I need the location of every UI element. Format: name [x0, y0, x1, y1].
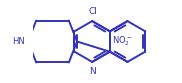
Text: NO$_2^-$: NO$_2^-$	[112, 35, 132, 48]
Text: HN: HN	[12, 37, 25, 46]
Text: N: N	[89, 67, 96, 76]
Text: Cl: Cl	[89, 7, 98, 16]
